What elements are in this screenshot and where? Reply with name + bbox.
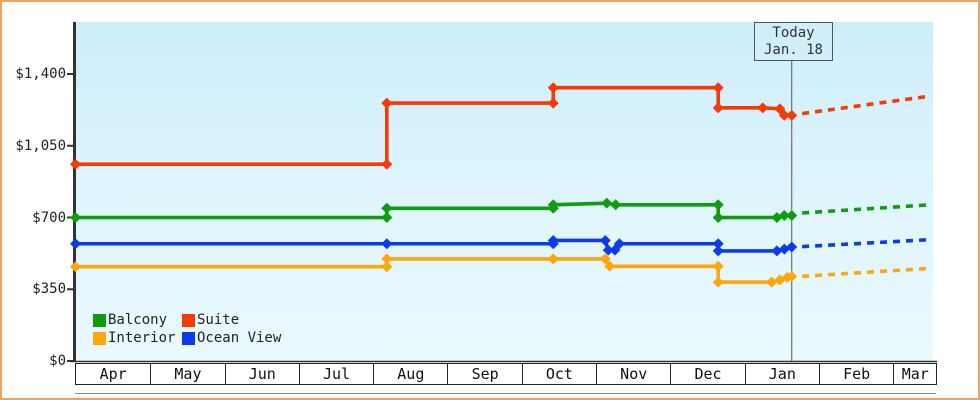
- balcony-price-point[interactable]: [712, 199, 724, 211]
- ocean-view-price-point[interactable]: [599, 234, 611, 246]
- y-axis-label-1400: $1,400: [15, 66, 66, 82]
- suite-price-point[interactable]: [774, 103, 786, 115]
- legend-item-interior: Interior: [93, 330, 182, 346]
- legend-item-suite: Suite: [182, 312, 281, 328]
- balcony-price-point[interactable]: [381, 212, 393, 223]
- interior-price-point[interactable]: [786, 271, 798, 283]
- suite-price-point[interactable]: [547, 97, 559, 109]
- balcony-price-point[interactable]: [601, 197, 613, 209]
- balcony-price-point[interactable]: [381, 202, 393, 214]
- suite-price-point[interactable]: [786, 109, 798, 121]
- interior-price-point[interactable]: [712, 276, 724, 288]
- suite-price-point[interactable]: [547, 82, 559, 94]
- balcony-price-point[interactable]: [547, 199, 559, 211]
- bottom-separator-line: [75, 393, 936, 394]
- suite-price-point[interactable]: [757, 102, 769, 114]
- month-cell-sep: Sep: [447, 364, 521, 384]
- interior-projection-line: [802, 266, 931, 279]
- y-axis-line: [73, 22, 76, 361]
- interior-price-point[interactable]: [766, 276, 778, 288]
- suite-price-point[interactable]: [381, 97, 393, 109]
- month-cell-aug: Aug: [373, 364, 447, 384]
- suite-swatch-icon: [182, 313, 195, 327]
- y-axis-label-700: $700: [32, 209, 66, 226]
- month-cell-apr: Apr: [99, 365, 127, 383]
- interior-price-point[interactable]: [70, 261, 81, 273]
- y-axis-label-350: $350: [32, 281, 66, 298]
- today-annotation-box: Today Jan. 18: [754, 22, 833, 61]
- legend-label: Interior: [108, 330, 176, 346]
- interior-swatch-icon: [93, 331, 106, 345]
- ocean-view-price-point[interactable]: [771, 245, 783, 257]
- chart-legend: Balcony Suite Interior Ocean View: [93, 312, 281, 346]
- interior-price-point[interactable]: [599, 253, 611, 265]
- interior-price-point[interactable]: [712, 260, 724, 272]
- ocean-view-price-point[interactable]: [712, 245, 724, 257]
- ocean-view-price-point[interactable]: [547, 234, 559, 246]
- balcony-price-point[interactable]: [786, 209, 798, 221]
- interior-price-point[interactable]: [604, 260, 616, 272]
- balcony-price-point[interactable]: [70, 212, 81, 223]
- ocean-view-price-point[interactable]: [70, 238, 81, 250]
- ocean-view-price-line: [75, 238, 793, 253]
- suite-price-point[interactable]: [381, 158, 393, 170]
- interior-price-point[interactable]: [381, 261, 393, 273]
- ocean-view-price-point[interactable]: [613, 238, 625, 250]
- interior-price-point[interactable]: [381, 253, 393, 265]
- suite-price-point[interactable]: [778, 109, 790, 121]
- suite-price-point[interactable]: [712, 82, 724, 94]
- ocean-view-swatch-icon: [182, 331, 195, 345]
- x-axis-month-row: Apr May Jun Jul Aug Sep Oct Nov Dec Jan Feb Mar: [75, 363, 937, 385]
- plot-area: [76, 22, 933, 361]
- balcony-price-point[interactable]: [610, 199, 622, 211]
- month-cell-feb: Feb: [818, 364, 893, 384]
- ocean-view-price-point[interactable]: [381, 238, 393, 250]
- month-cell-jan: Jan: [744, 364, 819, 384]
- balcony-price-line: [75, 201, 792, 220]
- month-cell-jul: Jul: [298, 364, 373, 384]
- today-title: Today: [772, 24, 815, 41]
- suite-price-point[interactable]: [712, 102, 724, 114]
- month-cell-oct: Oct: [521, 364, 596, 384]
- ocean-view-price-point[interactable]: [602, 244, 614, 256]
- legend-item-balcony: Balcony: [93, 312, 182, 328]
- legend-label: Ocean View: [197, 330, 282, 346]
- y-axis-label-0: $0: [49, 353, 66, 369]
- legend-label: Suite: [197, 312, 240, 328]
- interior-price-point[interactable]: [547, 253, 559, 265]
- ocean-view-price-point[interactable]: [786, 241, 798, 253]
- month-cell-jun: Jun: [224, 364, 299, 384]
- balcony-swatch-icon: [93, 313, 106, 327]
- month-cell-may: May: [150, 364, 224, 384]
- balcony-projection-line: [802, 202, 931, 215]
- balcony-price-point[interactable]: [712, 212, 724, 223]
- interior-price-line: [75, 257, 793, 284]
- legend-item-ocean-view: Ocean View: [182, 330, 281, 346]
- ocean-view-price-point[interactable]: [712, 238, 724, 250]
- legend-label: Balcony: [108, 312, 168, 328]
- month-cell-mar: Mar: [893, 364, 936, 384]
- suite-price-point[interactable]: [70, 158, 81, 170]
- suite-price-line: [75, 85, 792, 166]
- ocean-view-projection-line: [802, 237, 931, 249]
- month-cell-nov: Nov: [596, 364, 670, 384]
- suite-projection-line: [801, 94, 931, 116]
- y-axis-label-1050: $1,050: [15, 137, 66, 154]
- today-date: Jan. 18: [763, 41, 823, 58]
- month-cell-dec: Dec: [670, 364, 744, 384]
- balcony-price-point[interactable]: [778, 209, 790, 221]
